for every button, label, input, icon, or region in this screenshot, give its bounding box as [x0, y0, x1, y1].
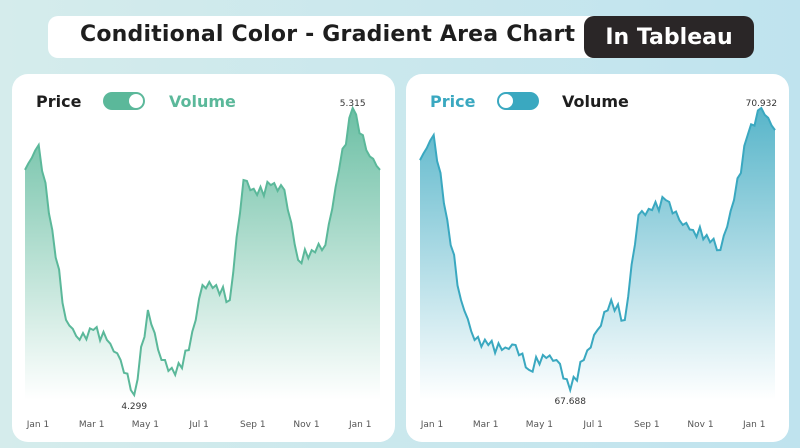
- x-tick-label: Jan 1: [420, 420, 443, 430]
- x-tick-label: Nov 1: [293, 420, 319, 430]
- price-label: Price: [36, 92, 82, 111]
- tableau-badge: In Tableau: [584, 16, 754, 58]
- x-tick-label: Sep 1: [240, 420, 266, 430]
- price-volume-toggle[interactable]: [103, 92, 145, 110]
- x-tick-label: Jan 1: [348, 420, 371, 430]
- x-tick-label: Jan 1: [26, 420, 49, 430]
- page-title: Conditional Color - Gradient Area Chart: [80, 22, 576, 47]
- volume-label: Volume: [562, 92, 629, 111]
- x-tick-label: Mar 1: [473, 420, 499, 430]
- max-label: 70.932: [746, 99, 778, 109]
- x-tick-label: May 1: [526, 420, 553, 430]
- min-label: 4.299: [121, 402, 147, 412]
- x-tick-label: Mar 1: [79, 420, 105, 430]
- x-tick-label: Sep 1: [634, 420, 660, 430]
- x-tick-label: Jan 1: [742, 420, 765, 430]
- x-tick-label: Nov 1: [687, 420, 713, 430]
- min-label: 67.688: [554, 397, 586, 407]
- x-tick-label: Jul 1: [582, 420, 602, 430]
- price-volume-toggle[interactable]: [497, 92, 539, 110]
- x-tick-label: May 1: [132, 420, 159, 430]
- price-label: Price: [430, 92, 476, 111]
- volume-label: Volume: [169, 92, 236, 111]
- max-label: 5.315: [340, 99, 366, 109]
- x-tick-label: Jul 1: [188, 420, 208, 430]
- area-fill: [420, 108, 775, 400]
- area-fill: [25, 108, 380, 400]
